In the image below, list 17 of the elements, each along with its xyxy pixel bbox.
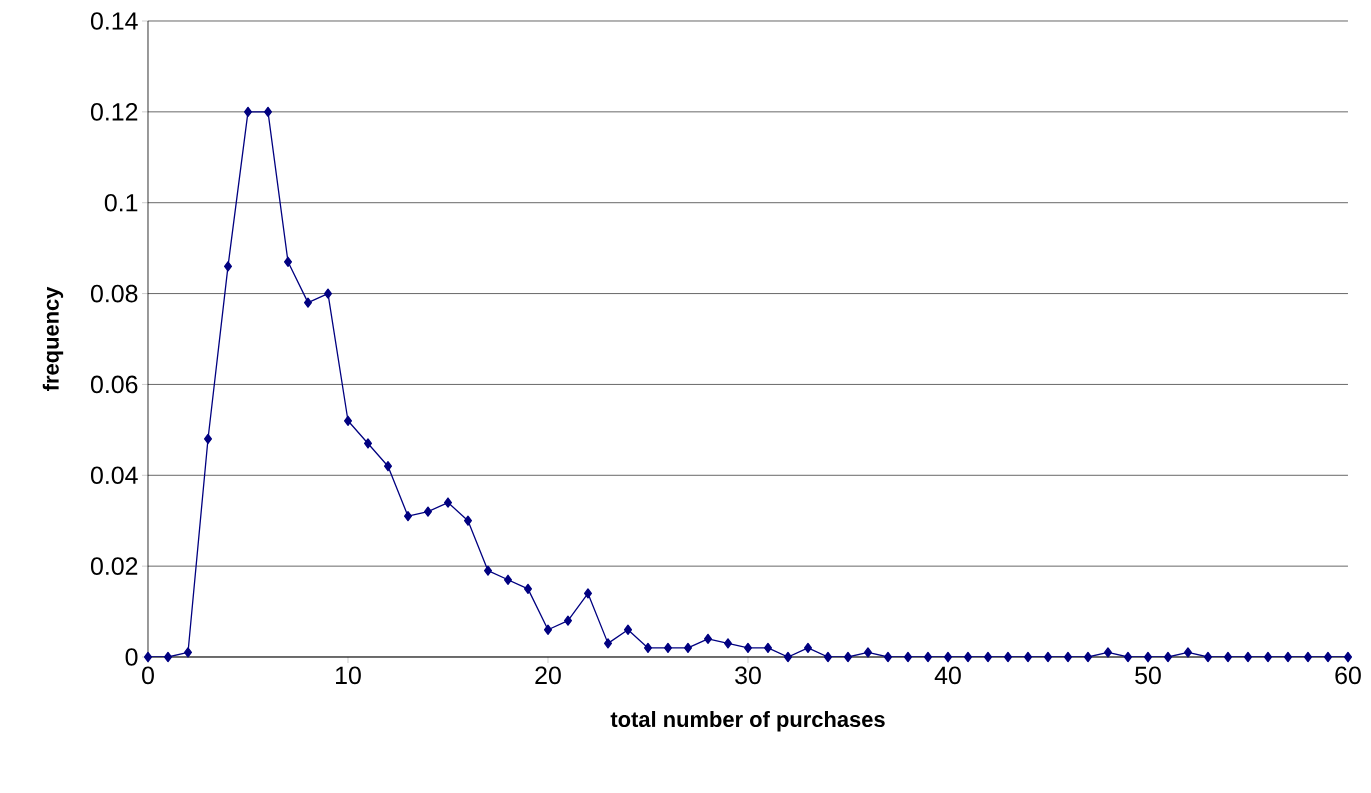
x-tick-label: 50 xyxy=(1135,666,1161,685)
y-axis-title: frequency xyxy=(42,286,64,391)
y-tick-label: 0.02 xyxy=(90,557,138,575)
y-tick-label: 0 xyxy=(125,648,138,666)
y-tick-label: 0.12 xyxy=(90,103,138,121)
y-tick-label: 0.1 xyxy=(104,193,138,212)
y-tick-label: 0.08 xyxy=(90,284,138,303)
y-tick-label: 0.14 xyxy=(90,12,138,30)
x-tick-label: 0 xyxy=(142,666,154,685)
y-tick-label: 0.06 xyxy=(90,375,138,394)
x-tick-label: 20 xyxy=(535,666,561,685)
x-tick-label: 10 xyxy=(336,666,361,685)
x-tick-label: 60 xyxy=(1335,666,1361,685)
x-tick-label: 40 xyxy=(934,666,961,685)
x-tick-label: 30 xyxy=(735,666,761,685)
x-axis-title: total number of purchases xyxy=(610,710,885,732)
y-tick-label: 0.04 xyxy=(90,466,138,485)
